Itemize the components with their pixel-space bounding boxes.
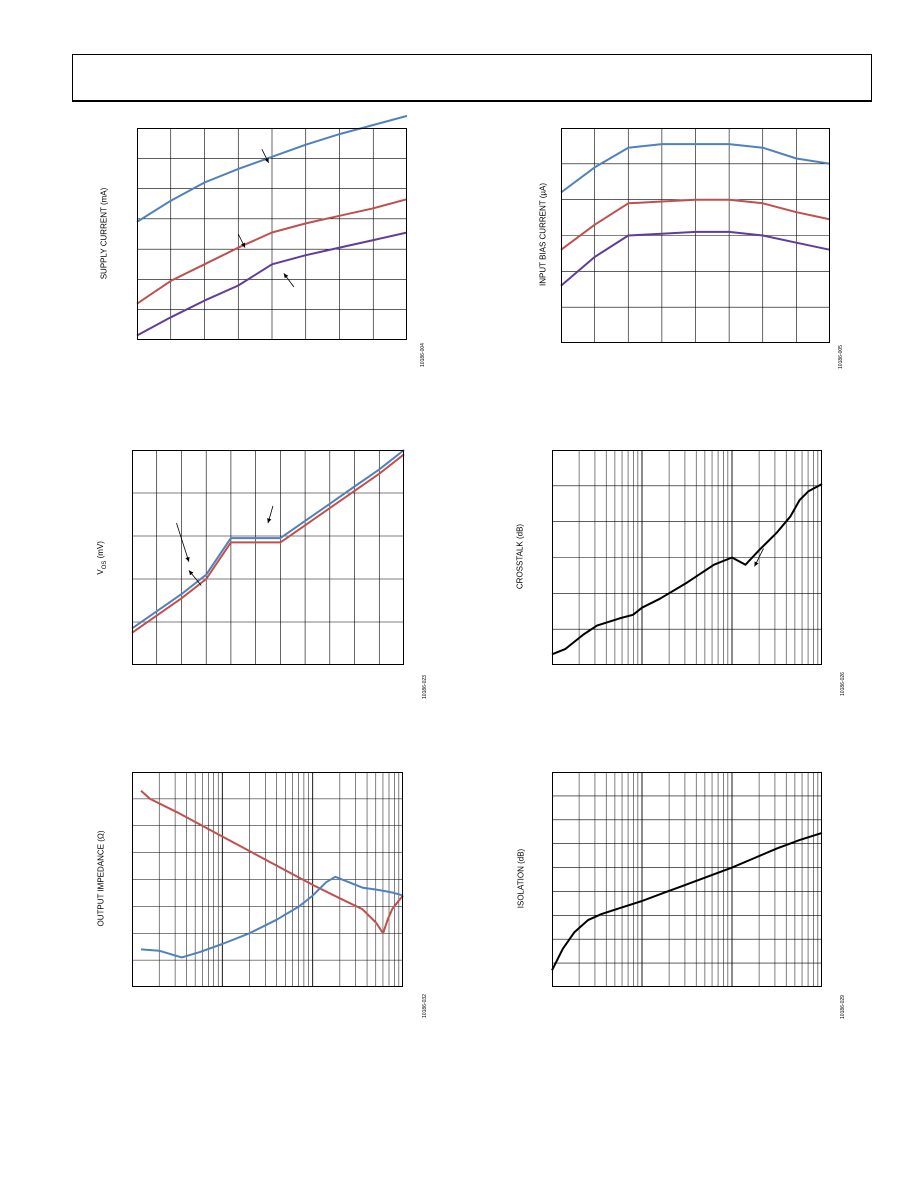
input-bias-current-series-1-line	[560, 143, 831, 194]
crosstalk-grid	[552, 450, 822, 665]
output-impedance-series-2-line	[140, 875, 404, 959]
vos-series-1-line	[131, 449, 405, 630]
crosstalk-figure-ref: 10186-026	[840, 672, 846, 696]
supply-current-series-3-line	[136, 231, 408, 337]
output-impedance-plot-frame	[132, 772, 403, 987]
output-impedance-y-axis-label: OUTPUT IMPEDANCE (Ω)	[96, 830, 106, 927]
vos-y-axis-label-sub: OS	[101, 560, 108, 570]
input-bias-current-series-2-line	[560, 198, 831, 251]
output-impedance-series-1-line	[140, 790, 404, 935]
vos-y-axis-label-main: V	[96, 569, 106, 575]
supply-current-annotation-arrowhead-1	[264, 157, 269, 163]
vos-figure-ref: 10186-023	[422, 675, 428, 699]
supply-current-annotation-arrowhead-3	[283, 273, 289, 279]
input-bias-current-chart	[560, 128, 831, 343]
vos-annotation-arrowhead-1	[185, 556, 190, 562]
supply-current-chart	[136, 114, 408, 340]
vos-y-axis-label-unit: (mV)	[96, 541, 106, 561]
input-bias-current-grid	[561, 128, 830, 343]
vos-annotation-arrow-1	[176, 522, 190, 562]
vos-annotation-arrowhead-3	[267, 518, 272, 524]
isolation-chart	[551, 772, 823, 987]
vos-chart	[131, 449, 405, 665]
input-bias-current-y-axis-label: INPUT BIAS CURRENT (µA)	[538, 183, 548, 286]
crosstalk-y-axis-label: CROSSTALK (dB)	[515, 523, 525, 590]
crosstalk-chart	[551, 450, 823, 665]
output-impedance-chart	[132, 772, 404, 987]
crosstalk-plot-frame	[552, 450, 822, 665]
output-impedance-figure-ref: 10186-032	[422, 994, 428, 1018]
isolation-grid	[552, 772, 822, 987]
vos-grid	[132, 450, 404, 665]
vos-annotation-arrowhead-2	[188, 570, 194, 576]
supply-current-plot-frame	[137, 128, 407, 340]
supply-current-figure-ref: 10186-004	[420, 343, 426, 367]
isolation-plot-frame	[552, 772, 822, 987]
vos-series-2-line	[131, 453, 405, 634]
input-bias-current-figure-ref: 10186-005	[838, 345, 844, 369]
supply-current-grid	[137, 128, 407, 340]
crosstalk-series-1-line	[551, 483, 823, 656]
supply-current-series-2-line	[136, 198, 408, 305]
input-bias-current-series-3-line	[560, 230, 831, 287]
isolation-series-1-line	[551, 831, 823, 971]
vos-plot-frame	[132, 450, 404, 665]
isolation-y-axis-label: ISOLATION (dB)	[516, 848, 526, 909]
supply-current-annotation-arrowhead-2	[241, 242, 245, 248]
isolation-figure-ref: 10186-029	[840, 995, 846, 1019]
supply-current-y-axis-label: SUPPLY CURRENT (mA)	[99, 187, 109, 280]
crosstalk-annotation-arrowhead-1	[754, 561, 759, 567]
vos-y-axis-label: VOS (mV)	[96, 528, 108, 588]
page-header-box	[72, 54, 872, 102]
input-bias-current-plot-frame	[561, 128, 830, 343]
